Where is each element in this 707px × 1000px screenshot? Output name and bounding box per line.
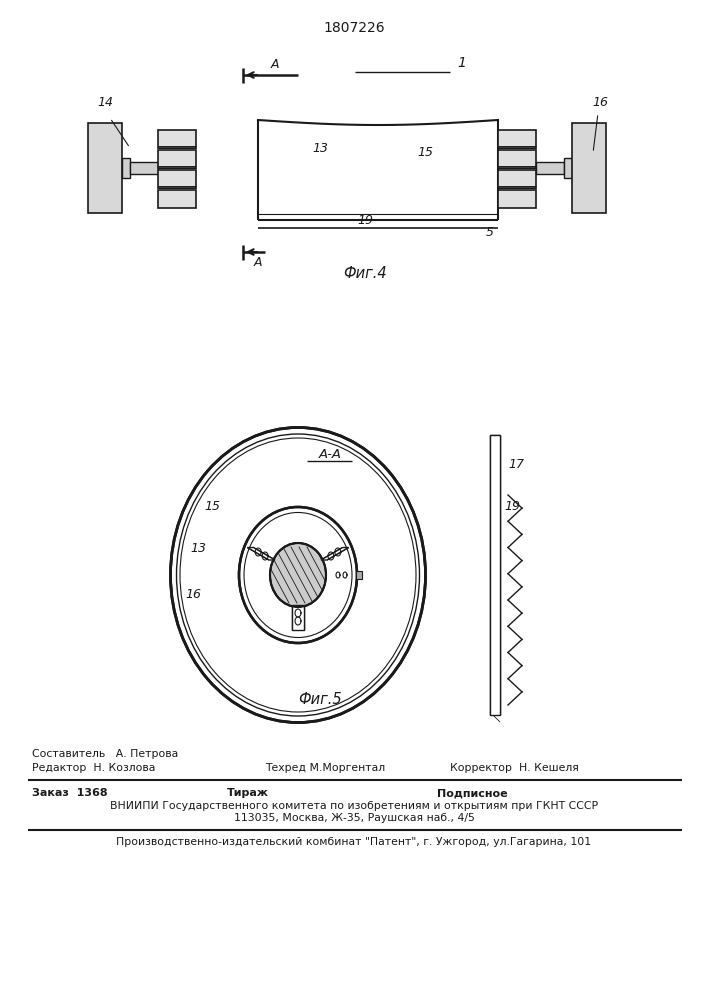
Bar: [490, 435, 500, 715]
Bar: [158, 150, 196, 168]
Text: 15: 15: [204, 499, 220, 512]
Bar: [158, 190, 196, 208]
Text: 15: 15: [417, 145, 433, 158]
Ellipse shape: [170, 428, 426, 722]
Text: 1: 1: [457, 56, 467, 70]
Text: 13: 13: [312, 141, 328, 154]
Bar: [536, 162, 564, 174]
Bar: [564, 158, 572, 178]
Text: Подписное: Подписное: [437, 788, 508, 798]
Text: 19: 19: [357, 214, 373, 227]
Text: Составитель   А. Петрова: Составитель А. Петрова: [32, 749, 178, 759]
Bar: [356, 571, 362, 579]
Polygon shape: [321, 548, 349, 560]
Bar: [498, 190, 536, 208]
Bar: [122, 158, 130, 178]
Text: A: A: [254, 255, 262, 268]
Text: ВНИИПИ Государственного комитета по изобретениям и открытиям при ГКНТ СССР: ВНИИПИ Государственного комитета по изоб…: [110, 801, 598, 811]
Text: A: A: [271, 58, 279, 72]
Polygon shape: [292, 605, 304, 630]
Text: Фиг.5: Фиг.5: [298, 692, 341, 708]
Bar: [258, 120, 498, 220]
Text: 13: 13: [190, 542, 206, 554]
Text: Тираж: Тираж: [227, 788, 269, 798]
Text: Заказ  1368: Заказ 1368: [32, 788, 107, 798]
Bar: [130, 162, 158, 174]
Text: 17: 17: [508, 458, 524, 472]
Bar: [498, 170, 536, 188]
Text: 16: 16: [592, 97, 608, 109]
Text: Производственно-издательский комбинат "Патент", г. Ужгород, ул.Гагарина, 101: Производственно-издательский комбинат "П…: [117, 837, 592, 847]
Ellipse shape: [239, 507, 357, 643]
Bar: [498, 130, 536, 148]
Text: 113035, Москва, Ж-35, Раушская наб., 4/5: 113035, Москва, Ж-35, Раушская наб., 4/5: [233, 813, 474, 823]
Text: 14: 14: [97, 97, 113, 109]
Bar: [158, 170, 196, 188]
Text: 1807226: 1807226: [323, 21, 385, 35]
Text: 5: 5: [486, 226, 494, 238]
Bar: [88, 123, 122, 213]
Text: Фиг.4: Фиг.4: [343, 265, 387, 280]
Bar: [158, 130, 196, 148]
Text: A-A: A-A: [318, 448, 341, 462]
Text: Корректор  Н. Кешеля: Корректор Н. Кешеля: [450, 763, 579, 773]
Polygon shape: [247, 548, 275, 560]
Text: 19: 19: [504, 500, 520, 514]
Text: Техред М.Моргентал: Техред М.Моргентал: [265, 763, 385, 773]
Text: Редактор  Н. Козлова: Редактор Н. Козлова: [32, 763, 156, 773]
Ellipse shape: [270, 543, 326, 607]
Bar: [498, 150, 536, 168]
Bar: [572, 123, 606, 213]
Text: 16: 16: [185, 588, 201, 601]
